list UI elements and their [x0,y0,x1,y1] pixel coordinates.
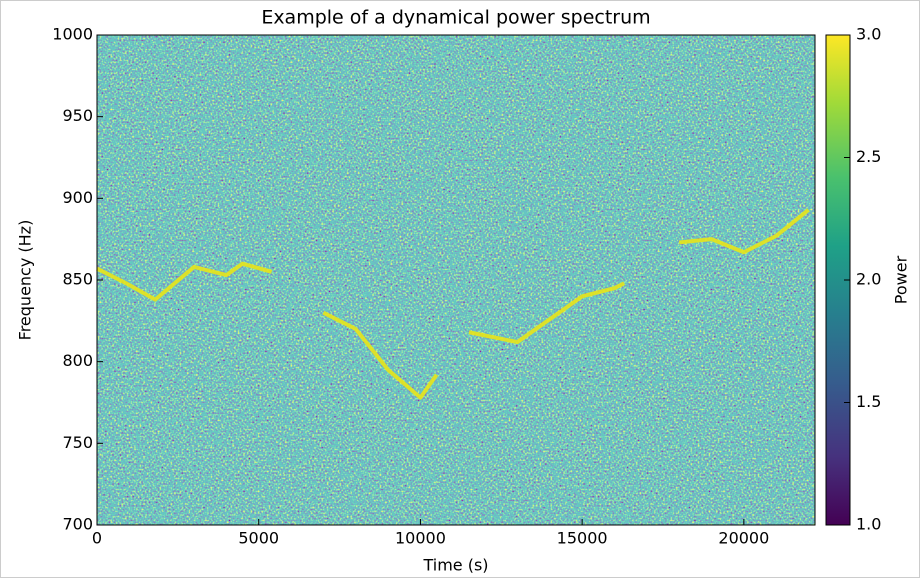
x-tick-label: 20000 [718,529,769,548]
x-tick-label: 15000 [557,529,608,548]
chart-title: Example of a dynamical power spectrum [261,7,650,29]
x-tick-label: 5000 [238,529,279,548]
colorbar-label: Power [892,255,911,304]
colorbar-tick-label: 1.0 [856,515,881,534]
x-tick-label: 10000 [395,529,446,548]
y-tick-label: 1000 [52,25,93,44]
signal-track [96,208,810,400]
y-tick-label: 950 [62,106,93,125]
colorbar-tick-label: 2.5 [856,147,881,166]
colorbar-tick-label: 1.5 [856,392,881,411]
y-tick-label: 900 [62,188,93,207]
x-axis-label: Time (s) [422,556,488,575]
y-tick-label: 700 [62,515,93,534]
x-tick-label: 0 [92,529,102,548]
y-tick-label: 850 [62,270,93,289]
colorbar-tick-label: 3.0 [856,25,881,44]
y-tick-label: 800 [62,351,93,370]
y-axis-label: Frequency (Hz) [16,220,35,341]
y-tick-label: 750 [62,433,93,452]
colorbar-tick-label: 2.0 [856,270,881,289]
heatmap-background [97,35,815,525]
